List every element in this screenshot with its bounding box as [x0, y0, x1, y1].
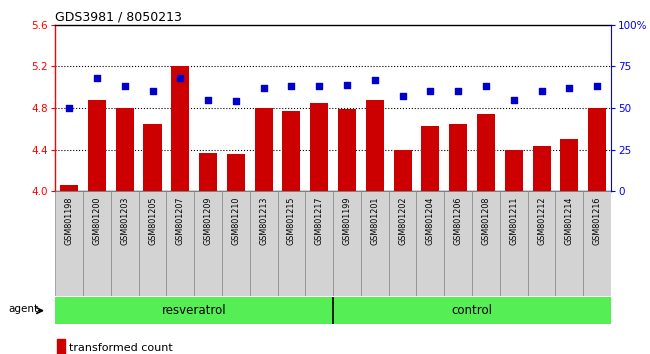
- Text: GSM801213: GSM801213: [259, 196, 268, 245]
- Bar: [445, 191, 472, 296]
- Text: GSM801217: GSM801217: [315, 196, 324, 245]
- Bar: [171, 67, 189, 191]
- Bar: [111, 191, 138, 296]
- Bar: [227, 154, 245, 191]
- Text: GSM801199: GSM801199: [343, 196, 352, 245]
- Text: GSM801202: GSM801202: [398, 196, 407, 245]
- Point: [453, 88, 463, 94]
- Bar: [310, 103, 328, 191]
- Text: GSM801214: GSM801214: [565, 196, 574, 245]
- Point: [120, 84, 130, 89]
- Text: GSM801215: GSM801215: [287, 196, 296, 245]
- Bar: [166, 191, 194, 296]
- Text: GDS3981 / 8050213: GDS3981 / 8050213: [55, 11, 182, 24]
- Text: GSM801204: GSM801204: [426, 196, 435, 245]
- Bar: [560, 139, 578, 191]
- Text: GSM801207: GSM801207: [176, 196, 185, 245]
- Bar: [361, 191, 389, 296]
- Point: [397, 93, 408, 99]
- Bar: [60, 185, 78, 191]
- Bar: [194, 191, 222, 296]
- Point: [286, 84, 296, 89]
- Bar: [282, 111, 300, 191]
- Bar: [199, 153, 217, 191]
- Point: [175, 75, 185, 81]
- Text: resveratrol: resveratrol: [162, 304, 226, 317]
- Point: [148, 88, 158, 94]
- Point: [508, 97, 519, 103]
- Text: GSM801210: GSM801210: [231, 196, 240, 245]
- Point: [231, 98, 241, 104]
- Bar: [555, 191, 583, 296]
- Text: GSM801203: GSM801203: [120, 196, 129, 245]
- Point: [592, 84, 603, 89]
- Text: transformed count: transformed count: [70, 343, 173, 353]
- Bar: [278, 191, 306, 296]
- Bar: [255, 108, 273, 191]
- Point: [536, 88, 547, 94]
- Point: [370, 77, 380, 82]
- Bar: [528, 191, 556, 296]
- Point: [564, 85, 575, 91]
- Bar: [144, 124, 162, 191]
- Bar: [472, 191, 500, 296]
- Bar: [588, 108, 606, 191]
- Bar: [55, 191, 83, 296]
- Bar: [338, 109, 356, 191]
- Text: GSM801201: GSM801201: [370, 196, 380, 245]
- Text: control: control: [452, 304, 493, 317]
- Point: [203, 97, 213, 103]
- Bar: [583, 191, 611, 296]
- Bar: [449, 124, 467, 191]
- Bar: [477, 114, 495, 191]
- Bar: [500, 191, 528, 296]
- Point: [342, 82, 352, 87]
- Bar: [532, 147, 551, 191]
- Bar: [504, 149, 523, 191]
- Point: [92, 75, 102, 81]
- Text: GSM801208: GSM801208: [482, 196, 491, 245]
- Text: GSM801209: GSM801209: [203, 196, 213, 245]
- Text: GSM801206: GSM801206: [454, 196, 463, 245]
- Bar: [389, 191, 417, 296]
- Point: [425, 88, 436, 94]
- Point: [481, 84, 491, 89]
- Text: GSM801211: GSM801211: [509, 196, 518, 245]
- Bar: [138, 191, 166, 296]
- Bar: [250, 191, 278, 296]
- Bar: [366, 100, 384, 191]
- Point: [314, 84, 324, 89]
- Bar: [116, 108, 134, 191]
- Bar: [306, 191, 333, 296]
- Text: GSM801212: GSM801212: [537, 196, 546, 245]
- Bar: [88, 100, 106, 191]
- Bar: [57, 339, 65, 354]
- Point: [64, 105, 74, 111]
- Text: GSM801200: GSM801200: [92, 196, 101, 245]
- Bar: [222, 191, 250, 296]
- Bar: [393, 149, 411, 191]
- Bar: [421, 126, 439, 191]
- Bar: [83, 191, 111, 296]
- Point: [259, 85, 269, 91]
- Text: GSM801216: GSM801216: [593, 196, 602, 245]
- Bar: [333, 191, 361, 296]
- Text: GSM801205: GSM801205: [148, 196, 157, 245]
- Text: agent: agent: [8, 304, 38, 314]
- Bar: [417, 191, 445, 296]
- Text: GSM801198: GSM801198: [64, 196, 73, 245]
